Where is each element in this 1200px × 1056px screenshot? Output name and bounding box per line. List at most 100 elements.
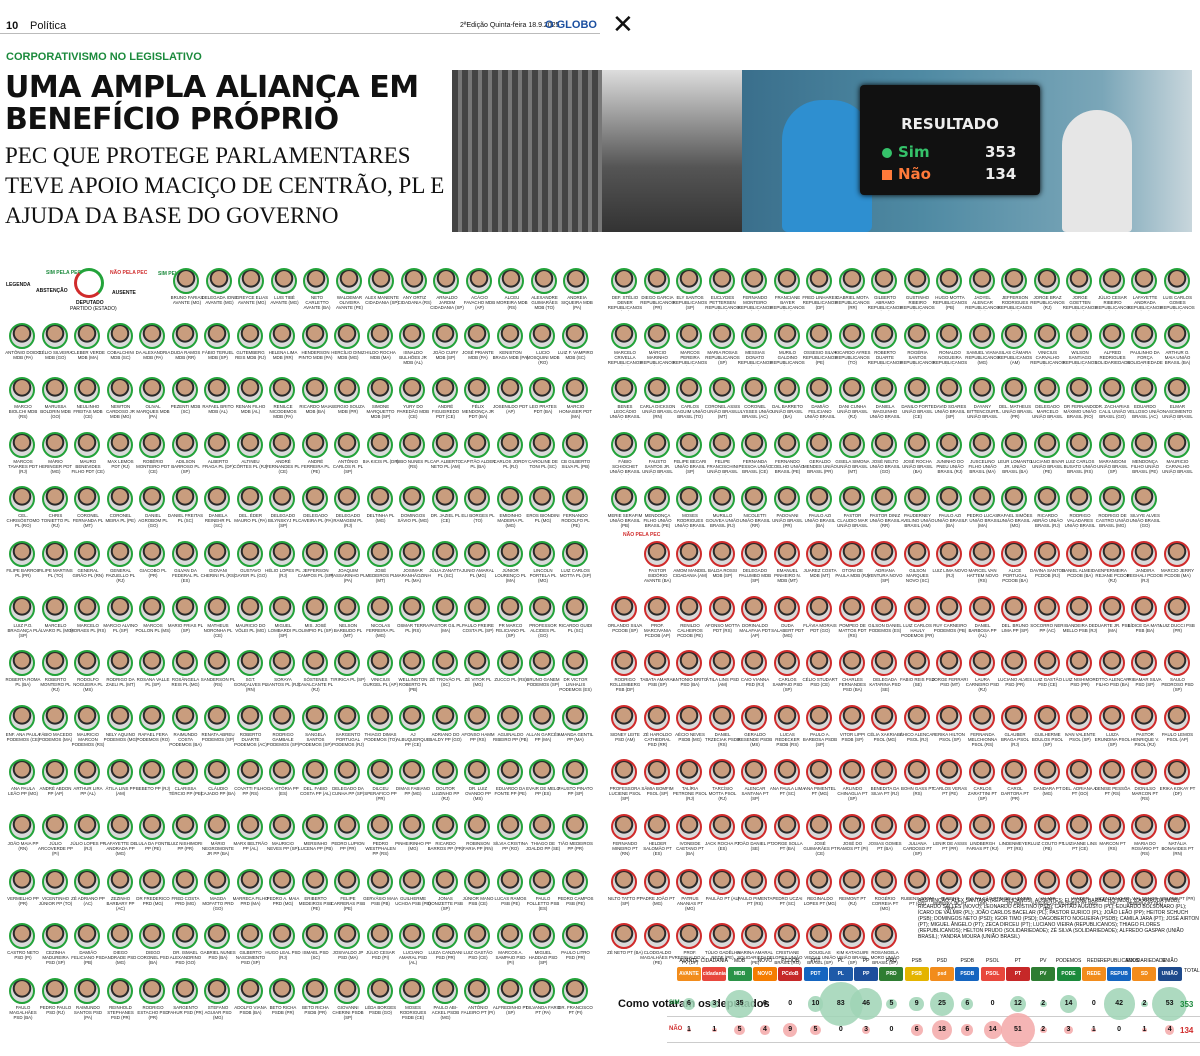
deputy-card[interactable]: ANTONIO BRITO PSD (BA) bbox=[673, 650, 707, 693]
deputy-card[interactable]: DANIEL ALMEIDA PCDOB (BA) bbox=[1062, 541, 1098, 584]
deputy-card[interactable]: GUSTINHO RIBEIRO REPUBLICANOS (SE) bbox=[900, 268, 935, 311]
deputy-card[interactable]: CLEBER VERDE MDB (MA) bbox=[71, 322, 105, 366]
deputy-card[interactable]: GILBERTO NASCIMENTO PSD (SP) bbox=[236, 923, 266, 966]
deputy-card[interactable]: EROS BIONDINI PL (MG) bbox=[526, 486, 560, 529]
deputy-card[interactable]: FRED LINHARES REPUBLICANOS (DF) bbox=[802, 268, 838, 311]
deputy-card[interactable]: MÁRIO NEGROMONTE JR PP (BA) bbox=[202, 814, 234, 857]
deputy-card[interactable]: RUBENS PEREIRA JR. PT (MA) bbox=[933, 868, 967, 912]
deputy-card[interactable]: DA ALEXANDRIA MDB (PA) bbox=[136, 322, 170, 366]
deputy-card[interactable]: PAULO FOLLETTO PSB (ES) bbox=[527, 868, 559, 912]
deputy-card[interactable]: FERNANDO MONTEIRO REPUBLICANOS (PE) bbox=[738, 268, 772, 311]
deputy-card[interactable]: RENILDO CALHEIROS PCDOB (PE) bbox=[675, 595, 705, 639]
deputy-card[interactable]: NELY AQUINO PODEMOS (MG) bbox=[104, 704, 137, 748]
deputy-card[interactable]: LUIZ CARLOS MOTTA PL (SP) bbox=[560, 541, 591, 584]
deputy-card[interactable]: FERNANDO RODOLFO PL (PE) bbox=[561, 486, 591, 529]
deputy-card[interactable]: FÁBIO SCHIOCHET UNIÃO BRASIL (SC) bbox=[610, 431, 640, 475]
deputy-card[interactable]: DR. ZACHARIAS CALIL UNIÃO BRASIL (GO) bbox=[1096, 377, 1129, 420]
deputy-card[interactable]: JOÃO CURY MDB (SP) bbox=[431, 322, 461, 366]
deputy-card[interactable]: LAFAYETTE ANDRADA REPUBLICANOS (MG) bbox=[1128, 268, 1162, 311]
deputy-card[interactable]: MARCIO ALVINO PL (SP) bbox=[103, 595, 138, 639]
deputy-card[interactable]: FRANCIANE BAYER REPUBLICANOS (RS) bbox=[770, 268, 805, 311]
deputy-card[interactable]: ALLAN GARCÊS PP (MA) bbox=[526, 704, 560, 748]
deputy-card[interactable]: LUIZ CARLOS BUSATO UNIÃO BRASIL (RS) bbox=[1064, 431, 1096, 475]
deputy-card[interactable]: GILSON MARQUES NOVO (SC) bbox=[903, 541, 933, 584]
deputy-card[interactable]: LUIZ DUCCI PSB (PR) bbox=[1160, 595, 1195, 639]
deputy-card[interactable]: PADOVANI UNIÃO BRASIL (PR) bbox=[772, 486, 803, 529]
deputy-card[interactable]: EVAIR DE MELO PP (ES) bbox=[526, 759, 560, 802]
deputy-card[interactable]: ROBÉRIO MONTEIRO PDT (CE) bbox=[136, 431, 170, 475]
deputy-card[interactable]: JOÃO DANIEL PT (SE) bbox=[737, 814, 773, 857]
deputy-card[interactable]: RODRIGO DA ZAELI PL (MT) bbox=[106, 650, 136, 693]
deputy-card[interactable]: FELIPE BECARI UNIÃO BRASIL (SP) bbox=[674, 431, 706, 475]
deputy-card[interactable]: BANDEIRA DE MELLO PSB (RJ) bbox=[1063, 595, 1097, 639]
deputy-card[interactable]: MAX LEMOS PDT (RJ) bbox=[106, 431, 136, 475]
deputy-card[interactable]: MIS. JOSÉ OLIMPIO PL (SP) bbox=[298, 595, 333, 639]
deputy-card[interactable]: CRISTIANE LOPES UNIÃO BRASIL (RO) bbox=[773, 923, 803, 966]
deputy-card[interactable]: TALÍRIA PETRONE PSOL (RJ) bbox=[673, 759, 707, 802]
deputy-card[interactable]: PAULINHO DA FORÇA SOLIDARIEDADE (SP) bbox=[1127, 322, 1163, 366]
deputy-card[interactable]: CAROLINE DE TONI PL (SC) bbox=[528, 431, 558, 475]
deputy-card[interactable]: RENATA ABREU PODEMOS (SP) bbox=[201, 704, 235, 748]
deputy-card[interactable]: BEBETO PP (RJ) bbox=[136, 759, 170, 802]
deputy-card[interactable]: PASTOR DINIZ UNIÃO BRASIL (RR) bbox=[870, 486, 900, 529]
deputy-card[interactable]: NILTO TATTO PT (SP) bbox=[608, 868, 642, 912]
deputy-card[interactable]: VANDER LOUBET PT (MS) bbox=[1063, 868, 1097, 912]
deputy-card[interactable]: JÚLIA ZANATTA PL (SC) bbox=[429, 541, 462, 584]
deputy-card[interactable]: JOÃO MAIA PP (RN) bbox=[8, 814, 38, 857]
deputy-card[interactable]: JEFFERSON RODRIGUES REPUBLICANOS (GO) bbox=[998, 268, 1032, 311]
deputy-card[interactable]: ERIBERTO MEDEIROS PSB (PE) bbox=[299, 868, 332, 912]
deputy-card[interactable]: GUSTAVO GAYER PL (GO) bbox=[234, 541, 267, 584]
deputy-card[interactable]: DR. LUIZ OVANDO PP (MS) bbox=[463, 759, 493, 802]
deputy-card[interactable]: JOSÉ MEDEIROS PL (MT) bbox=[365, 541, 396, 584]
deputy-card[interactable]: LUIZ NISHIMORI PP (PR) bbox=[169, 814, 202, 857]
deputy-card[interactable]: MURILO GALDINO REPUBLICANOS (PB) bbox=[770, 322, 805, 366]
deputy-card[interactable]: DAVID SOARES UNIÃO BRASIL (SP) bbox=[934, 377, 966, 420]
deputy-card[interactable]: PROFESSOR ALCIDES PL (GO) bbox=[528, 595, 558, 639]
deputy-card[interactable]: ZÉ NETO PT (BA) bbox=[607, 923, 643, 966]
deputy-card[interactable]: MATHEUS NORONHA PL (CE) bbox=[203, 595, 233, 639]
deputy-card[interactable]: DANIEL FREITAS PL (SC) bbox=[168, 486, 203, 529]
deputy-card[interactable]: BRUNO GANEM PODEMOS (SP) bbox=[526, 650, 560, 693]
deputy-card[interactable]: JOSÉ ROCHA UNIÃO BRASIL (BA) bbox=[902, 431, 933, 475]
deputy-card[interactable]: ADRIANO DO BALDY PP (GO) bbox=[429, 704, 462, 748]
deputy-card[interactable]: PAULO A. BARBOSA PSDB (SP) bbox=[803, 704, 837, 748]
deputy-card[interactable]: CARLOS JORDY PL (RJ) bbox=[493, 431, 528, 475]
deputy-card[interactable]: CORONEL MEIRA PL (PE) bbox=[105, 486, 136, 529]
deputy-card[interactable]: DILVANDA FARO PT (PA) bbox=[526, 977, 560, 1021]
deputy-card[interactable]: JOSÉ DO RAMOS PT (PI) bbox=[837, 814, 868, 857]
deputy-card[interactable]: RUBENS OTONI PT (GO) bbox=[901, 868, 934, 912]
deputy-card[interactable]: MERSINHO LUCENA PP (PB) bbox=[298, 814, 333, 857]
deputy-card[interactable]: JÚNIOR LOURENÇO PL (MA) bbox=[495, 541, 526, 584]
deputy-card[interactable]: MURILLO GOUVEA UNIÃO BRASIL (RJ) bbox=[706, 486, 739, 529]
deputy-card[interactable]: SIMONE MARQUETTO MDB (SP) bbox=[366, 377, 396, 420]
deputy-card[interactable]: AFONSO HAMM PP (RS) bbox=[461, 704, 495, 748]
deputy-card[interactable]: GERALDO MENDES UNIÃO BRASIL (PR) bbox=[803, 431, 837, 475]
deputy-card[interactable]: PAULO MAGALHÃES PSD (BA) bbox=[8, 977, 38, 1021]
deputy-card[interactable]: NICOLETTI UNIÃO BRASIL (RR) bbox=[740, 486, 770, 529]
deputy-card[interactable]: GERALDO RESENDE PSDB (MS) bbox=[738, 704, 772, 748]
deputy-card[interactable]: PEDRO LUPION PP (PR) bbox=[331, 814, 365, 857]
deputy-card[interactable]: FELIPE CARRERAS PSB (PE) bbox=[331, 868, 365, 912]
deputy-card[interactable]: LUIZ GASTÃO PSD (CE) bbox=[463, 923, 493, 966]
deputy-card[interactable]: ANDRÉ FIGUEIREDO PDT (CE) bbox=[431, 377, 461, 420]
deputy-card[interactable]: RUI FALCÃO PT (SP) bbox=[966, 868, 999, 912]
deputy-card[interactable]: TABATA AMARAL PSB (SP) bbox=[640, 650, 675, 693]
deputy-card[interactable]: DANIELA REINEHR PL (SC) bbox=[203, 486, 233, 529]
deputy-card[interactable]: CEL. CHRISÓSTOMO PL (RO) bbox=[6, 486, 40, 529]
deputy-card[interactable]: HELENA LIMA MDB (RR) bbox=[268, 322, 298, 366]
deputy-card[interactable]: VALMIR ASSUNÇÃO PT (BA) bbox=[1032, 868, 1063, 912]
deputy-card[interactable]: GENERAL PAZUELLO PL (RJ) bbox=[106, 541, 136, 584]
deputy-card[interactable]: LAFAYETTE DE ANDRADA PP (MG) bbox=[105, 814, 136, 857]
deputy-card[interactable]: BRUNO FARIAS AVANTE (MG) bbox=[171, 268, 203, 311]
deputy-card[interactable]: ARLINDO CHINAGLIA PT (SP) bbox=[837, 759, 868, 802]
deputy-card[interactable]: MIGUEL LOMBARDI PL (SP) bbox=[268, 595, 298, 639]
deputy-card[interactable]: TARCÍSIO MOTTA PSOL (RJ) bbox=[708, 759, 738, 802]
deputy-card[interactable]: DOUGLAS VIEGAS UNIÃO BRASIL (SP) bbox=[804, 923, 836, 966]
deputy-card[interactable]: ZUCCO PL (RS) bbox=[494, 650, 527, 693]
deputy-card[interactable]: MAURICIO NEVES PP (SP) bbox=[267, 814, 299, 857]
deputy-card[interactable]: GABRIEL NUNES PSD (BA) bbox=[200, 923, 236, 966]
deputy-card[interactable]: SIDNEY LEITE PSD (AM) bbox=[610, 704, 640, 748]
deputy-card[interactable]: ELI BORGES PL (TO) bbox=[461, 486, 495, 529]
deputy-card[interactable]: SANGELA SANTOS PODEMOS (SP) bbox=[299, 704, 332, 748]
deputy-card[interactable]: COBALCHINI MDB (SC) bbox=[106, 322, 136, 366]
